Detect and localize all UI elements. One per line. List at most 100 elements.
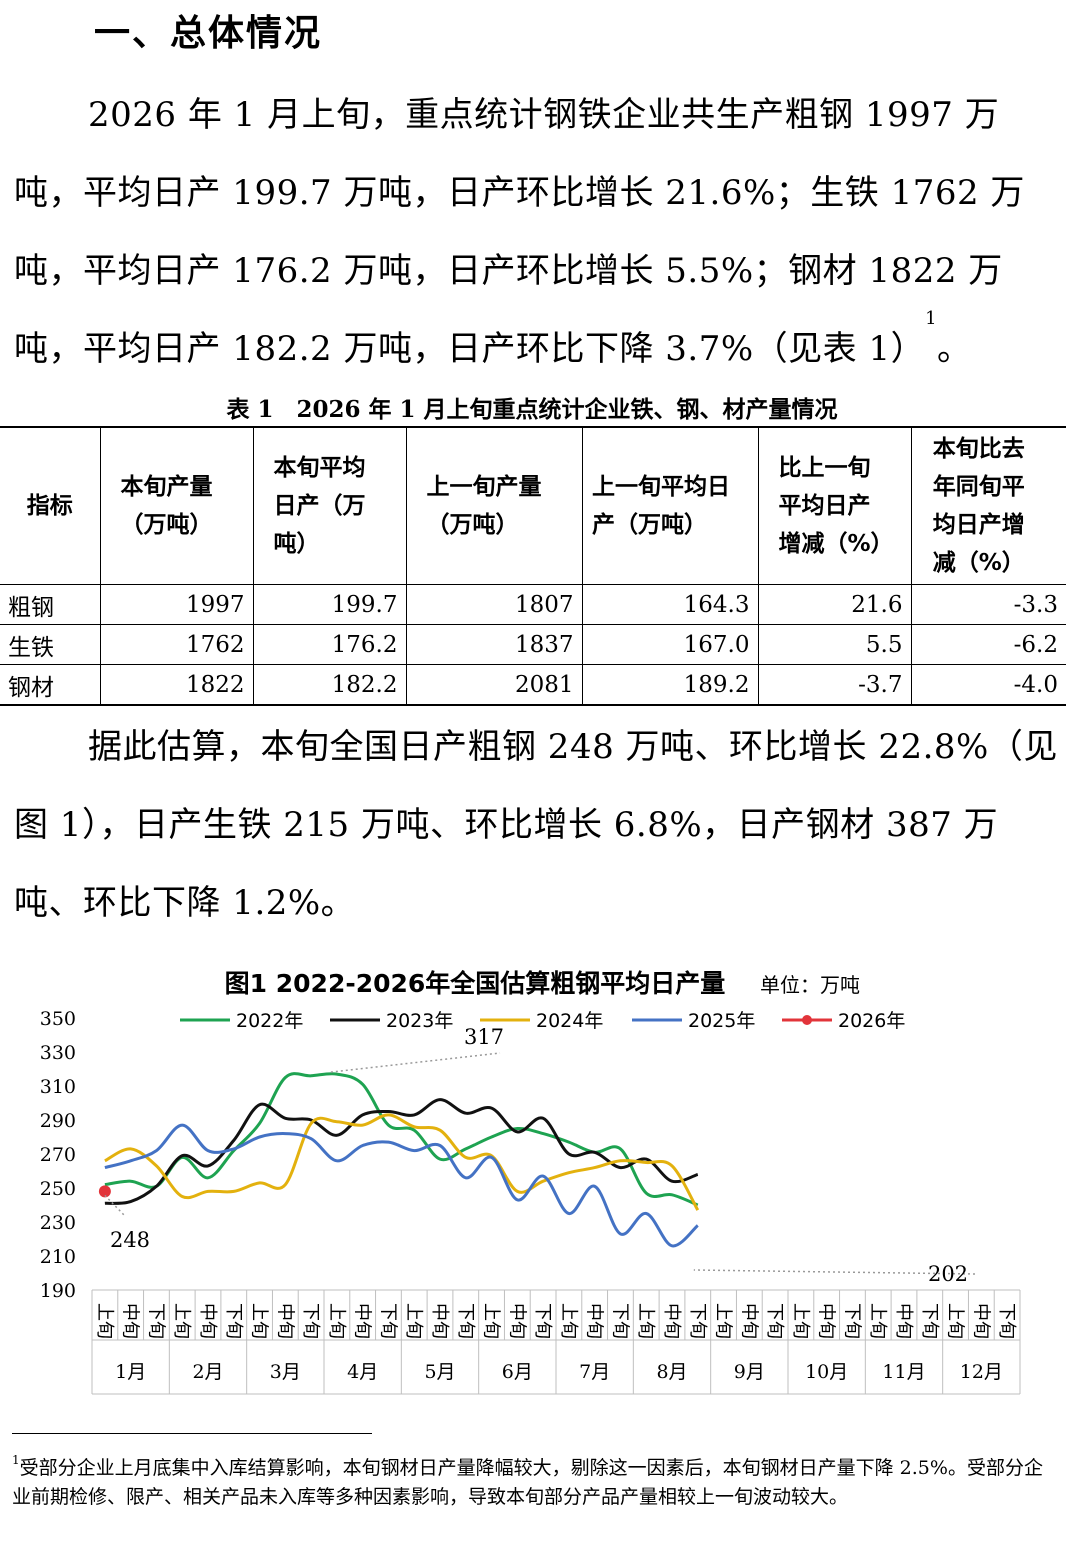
x-period-label: 中旬 [661,1303,682,1339]
legend-marker [802,1015,812,1025]
x-period-label: 中旬 [970,1303,991,1339]
x-month-label: 7月 [579,1361,610,1383]
x-period-label: 下旬 [687,1303,708,1339]
annotation-label: 202 [928,1262,968,1286]
x-period-label: 上旬 [249,1303,270,1339]
x-month-label: 3月 [270,1361,301,1383]
col-header-mom-change: 比上一旬平均日产增减（%） [757,426,912,585]
x-period-label: 下旬 [377,1303,398,1339]
table-cell: 21.6 [757,584,912,625]
x-month-label: 4月 [347,1361,378,1383]
table-row-steel-products: 钢材 1822 182.2 2081 189.2 -3.7 -4.0 [0,664,1066,706]
footnote-text: 受部分企业上月底集中入库结算影响，本旬钢材日产量降幅较大，剔除这一因素后，本旬钢… [12,1457,1043,1508]
x-month-label: 2月 [192,1361,223,1383]
series-point-2026年 [98,1185,111,1198]
series-line-2022年 [104,1072,699,1207]
table-cell: -4.0 [910,664,1066,706]
x-period-label: 上旬 [403,1303,424,1339]
legend-label: 2022年 [236,1010,303,1032]
table-row-crude-steel: 粗钢 1997 199.7 1807 164.3 21.6 -3.3 [0,584,1066,625]
table-cell: 5.5 [757,624,912,665]
col-header-indicator: 指标 [0,426,101,585]
x-period-label: 中旬 [738,1303,759,1339]
summary-paragraph: 2026 年 1 月上旬，重点统计钢铁企业共生产粗钢 1997 万吨，平均日产 … [14,76,1060,388]
y-tick-label: 290 [40,1110,76,1132]
annotation-leader [693,1269,976,1275]
x-period-label: 中旬 [506,1303,527,1339]
series-line-2024年 [104,1113,700,1211]
series-line-2025年 [104,1123,699,1248]
summary-text: 2026 年 1 月上旬，重点统计钢铁企业共生产粗钢 1997 万吨，平均日产 … [14,95,1025,369]
x-period-label: 下旬 [145,1303,166,1339]
row-label: 生铁 [0,624,101,665]
table-cell: 182.2 [252,664,407,706]
y-tick-label: 190 [40,1280,76,1302]
x-period-label: 上旬 [94,1303,115,1339]
table-cell: -6.2 [910,624,1066,665]
annotation-label: 317 [464,1025,504,1049]
x-period-label: 上旬 [326,1303,347,1339]
table-cell: 189.2 [581,664,759,706]
summary-end: 。 [937,329,972,369]
table-cell: -3.3 [910,584,1066,625]
y-tick-label: 230 [40,1212,76,1234]
x-period-label: 上旬 [558,1303,579,1339]
footnote-marker: 1 [12,1453,20,1467]
col-header-daily-avg: 本旬平均日产（万吨） [252,426,407,585]
x-month-label: 6月 [502,1361,533,1383]
x-period-label: 中旬 [120,1303,141,1339]
x-period-label: 下旬 [764,1303,785,1339]
table-cell: 2081 [405,664,583,706]
x-month-label: 12月 [960,1361,1003,1383]
x-period-label: 中旬 [893,1303,914,1339]
steel-output-line-chart: 图1 2022-2026年全国估算粗钢平均日产量 单位：万吨 190 210 230 25… [40,969,1021,1395]
y-tick-label: 250 [40,1178,76,1200]
y-tick-label: 330 [40,1042,76,1064]
chart-title: 图1 2022-2026年全国估算粗钢平均日产量 [225,969,726,998]
x-period-label: 中旬 [274,1303,295,1339]
table-cell: -3.7 [757,664,912,706]
estimate-paragraph: 据此估算，本旬全国日产粗钢 248 万吨、环比增长 22.8%（见图 1），日产… [14,727,1058,923]
annotation-label: 248 [110,1228,150,1252]
x-period-label: 下旬 [223,1303,244,1339]
legend-label: 2025年 [688,1010,755,1032]
table-cell: 164.3 [581,584,759,625]
table-cell: 167.0 [581,624,759,665]
x-period-label: 上旬 [171,1303,192,1339]
x-month-label: 8月 [656,1361,687,1383]
table-cell: 1997 [99,584,254,625]
x-period-label: 上旬 [867,1303,888,1339]
row-label: 钢材 [0,664,101,706]
x-period-label: 下旬 [455,1303,476,1339]
footnote-divider [12,1433,372,1434]
x-period-label: 上旬 [790,1303,811,1339]
table-cell: 1822 [99,664,254,706]
annotation-leader [330,1052,501,1073]
footnote-ref[interactable]: 1 [925,308,938,329]
y-tick-label: 350 [40,1008,76,1030]
x-period-label: 中旬 [429,1303,450,1339]
x-month-label: 9月 [734,1361,765,1383]
x-month-label: 11月 [882,1361,925,1383]
production-table: 指标 本旬产量（万吨） 本旬平均日产（万吨） 上一旬产量（万吨） 上一旬平均日产… [0,426,1066,706]
y-tick-label: 310 [40,1076,76,1098]
section-title: 一、总体情况 [94,13,323,54]
table-cell: 176.2 [252,624,407,665]
table-cell: 199.7 [252,584,407,625]
x-period-label: 下旬 [609,1303,630,1339]
table-cell: 1762 [99,624,254,665]
table-cell: 1807 [405,584,583,625]
x-period-label: 下旬 [996,1303,1017,1339]
x-period-label: 中旬 [816,1303,837,1339]
table-header-row: 指标 本旬产量（万吨） 本旬平均日产（万吨） 上一旬产量（万吨） 上一旬平均日产… [0,426,1066,585]
x-period-label: 中旬 [584,1303,605,1339]
x-period-label: 上旬 [713,1303,734,1339]
legend-label: 2023年 [386,1010,453,1032]
x-period-label: 下旬 [532,1303,553,1339]
table-row-pig-iron: 生铁 1762 176.2 1837 167.0 5.5 -6.2 [0,624,1066,665]
col-header-prev-daily-avg: 上一旬平均日产（万吨） [581,426,759,585]
table-cell: 1837 [405,624,583,665]
col-header-prev-output: 上一旬产量（万吨） [405,426,583,585]
row-label: 粗钢 [0,584,101,625]
x-period-label: 下旬 [919,1303,940,1339]
